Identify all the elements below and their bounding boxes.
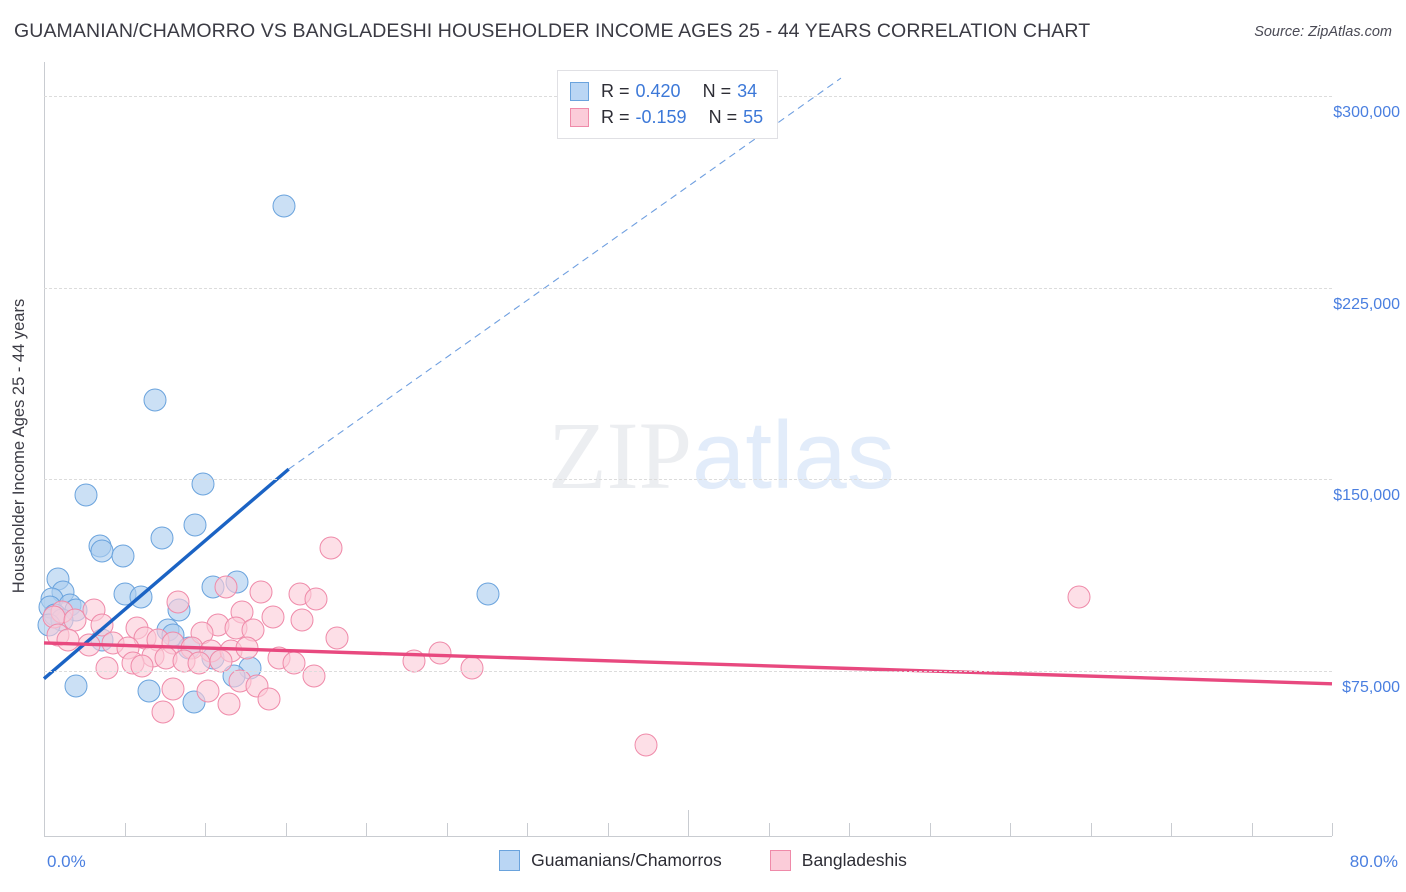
y-axis-title: Householder Income Ages 25 - 44 years xyxy=(10,298,28,594)
x-axis-tick xyxy=(124,823,126,836)
zipatlas-watermark: ZIPatlas xyxy=(548,408,895,504)
y-axis-tick-label: $225,000 xyxy=(1333,295,1400,313)
x-axis-min-label: 0.0% xyxy=(47,852,86,871)
legend-label-bangladeshis: Bangladeshis xyxy=(801,850,907,870)
scatter-point[interactable] xyxy=(77,633,101,657)
x-axis-tick xyxy=(1090,823,1092,836)
scatter-point[interactable] xyxy=(272,194,296,218)
legend-swatch-bangladeshi-icon xyxy=(570,107,589,127)
scatter-point[interactable] xyxy=(460,656,484,680)
n-value: 55 xyxy=(743,106,764,127)
gridline xyxy=(44,287,1332,289)
y-axis-line xyxy=(44,62,45,836)
scatter-point[interactable] xyxy=(56,628,80,652)
x-axis-tick xyxy=(1171,823,1172,836)
x-axis-tick xyxy=(607,823,609,836)
source-attribution: Source: ZipAtlas.com xyxy=(1254,24,1392,40)
watermark-zip: ZIP xyxy=(548,402,692,509)
scatter-point[interactable] xyxy=(217,692,241,716)
x-axis-tick xyxy=(446,823,448,836)
legend-swatch-guamanian-icon xyxy=(570,81,589,101)
correlation-stats-box: R = 0.420 N = 34 R = -0.159 N = 55 xyxy=(557,70,779,139)
x-axis-max-label: 80.0% xyxy=(1349,852,1398,871)
x-axis-tick xyxy=(1010,823,1011,836)
scatter-point[interactable] xyxy=(319,536,343,560)
x-axis-tick xyxy=(1332,823,1333,836)
gridline xyxy=(44,479,1332,481)
scatter-point[interactable] xyxy=(257,687,281,711)
y-axis-tick-label: $75,000 xyxy=(1342,679,1400,696)
scatter-point[interactable] xyxy=(304,587,328,611)
x-axis-line xyxy=(44,836,1332,837)
legend-item-bangladeshis[interactable]: Bangladeshis xyxy=(769,850,907,871)
scatter-point[interactable] xyxy=(196,679,220,703)
stats-row: R = 0.420 N = 34 xyxy=(570,78,763,104)
n-value: 34 xyxy=(737,80,758,101)
scatter-point[interactable] xyxy=(302,664,326,688)
scatter-point[interactable] xyxy=(90,539,114,563)
scatter-point[interactable] xyxy=(74,483,98,507)
legend-swatch-guamanians-icon xyxy=(499,850,521,871)
scatter-point[interactable] xyxy=(1067,585,1091,609)
scatter-point[interactable] xyxy=(476,582,500,606)
scatter-point[interactable] xyxy=(634,733,658,757)
n-label: N = xyxy=(708,106,738,127)
scatter-point[interactable] xyxy=(64,674,88,698)
scatter-point[interactable] xyxy=(191,472,215,496)
scatter-point[interactable] xyxy=(209,649,233,673)
scatter-point[interactable] xyxy=(166,590,190,614)
scatter-point[interactable] xyxy=(183,513,207,537)
scatter-point[interactable] xyxy=(111,544,135,568)
scatter-point[interactable] xyxy=(235,636,259,660)
scatter-point[interactable] xyxy=(214,575,238,599)
scatter-point[interactable] xyxy=(428,641,452,665)
n-label: N = xyxy=(702,80,732,101)
x-axis-tick xyxy=(205,823,206,836)
scatter-point[interactable] xyxy=(402,649,426,673)
scatter-point[interactable] xyxy=(249,580,273,604)
scatter-point[interactable] xyxy=(290,608,314,632)
scatter-point[interactable] xyxy=(161,677,185,701)
legend-label-guamanians: Guamanians/Chamorros xyxy=(531,850,722,870)
x-axis-tick xyxy=(929,823,931,836)
scatter-point[interactable] xyxy=(150,526,174,550)
y-axis-tick-label: $300,000 xyxy=(1333,104,1400,121)
series-legend: Guamanians/Chamorros Bangladeshis xyxy=(0,850,1406,871)
scatter-point[interactable] xyxy=(95,656,119,680)
y-axis-tick-label: $150,000 xyxy=(1333,487,1400,505)
watermark-atlas: atlas xyxy=(692,402,895,509)
scatter-point[interactable] xyxy=(143,388,167,412)
plot-area: ZIPatlas xyxy=(37,62,1332,836)
gridline xyxy=(44,671,1332,672)
r-label: R = xyxy=(601,106,630,127)
x-axis-tick xyxy=(688,810,689,836)
scatter-point[interactable] xyxy=(130,654,154,678)
stats-row: R = -0.159 N = 55 xyxy=(570,104,763,130)
x-axis-tick xyxy=(849,823,850,836)
x-axis-tick xyxy=(285,823,287,836)
legend-item-guamanians[interactable]: Guamanians/Chamorros xyxy=(499,850,722,871)
scatter-point[interactable] xyxy=(325,626,349,650)
page-title: GUAMANIAN/CHAMORRO VS BANGLADESHI HOUSEH… xyxy=(14,20,1091,42)
scatter-point[interactable] xyxy=(261,605,285,629)
x-axis-tick xyxy=(44,823,45,836)
legend-swatch-bangladeshis-icon xyxy=(769,850,791,871)
r-value: -0.159 xyxy=(635,106,687,127)
scatter-point[interactable] xyxy=(151,700,175,724)
x-axis-tick xyxy=(1251,823,1253,836)
scatter-point[interactable] xyxy=(129,585,153,609)
x-axis-tick xyxy=(366,823,367,836)
r-value: 0.420 xyxy=(635,80,681,101)
scatter-point[interactable] xyxy=(137,679,161,703)
x-axis-tick xyxy=(768,823,770,836)
r-label: R = xyxy=(601,80,630,101)
x-axis-tick xyxy=(527,823,528,836)
